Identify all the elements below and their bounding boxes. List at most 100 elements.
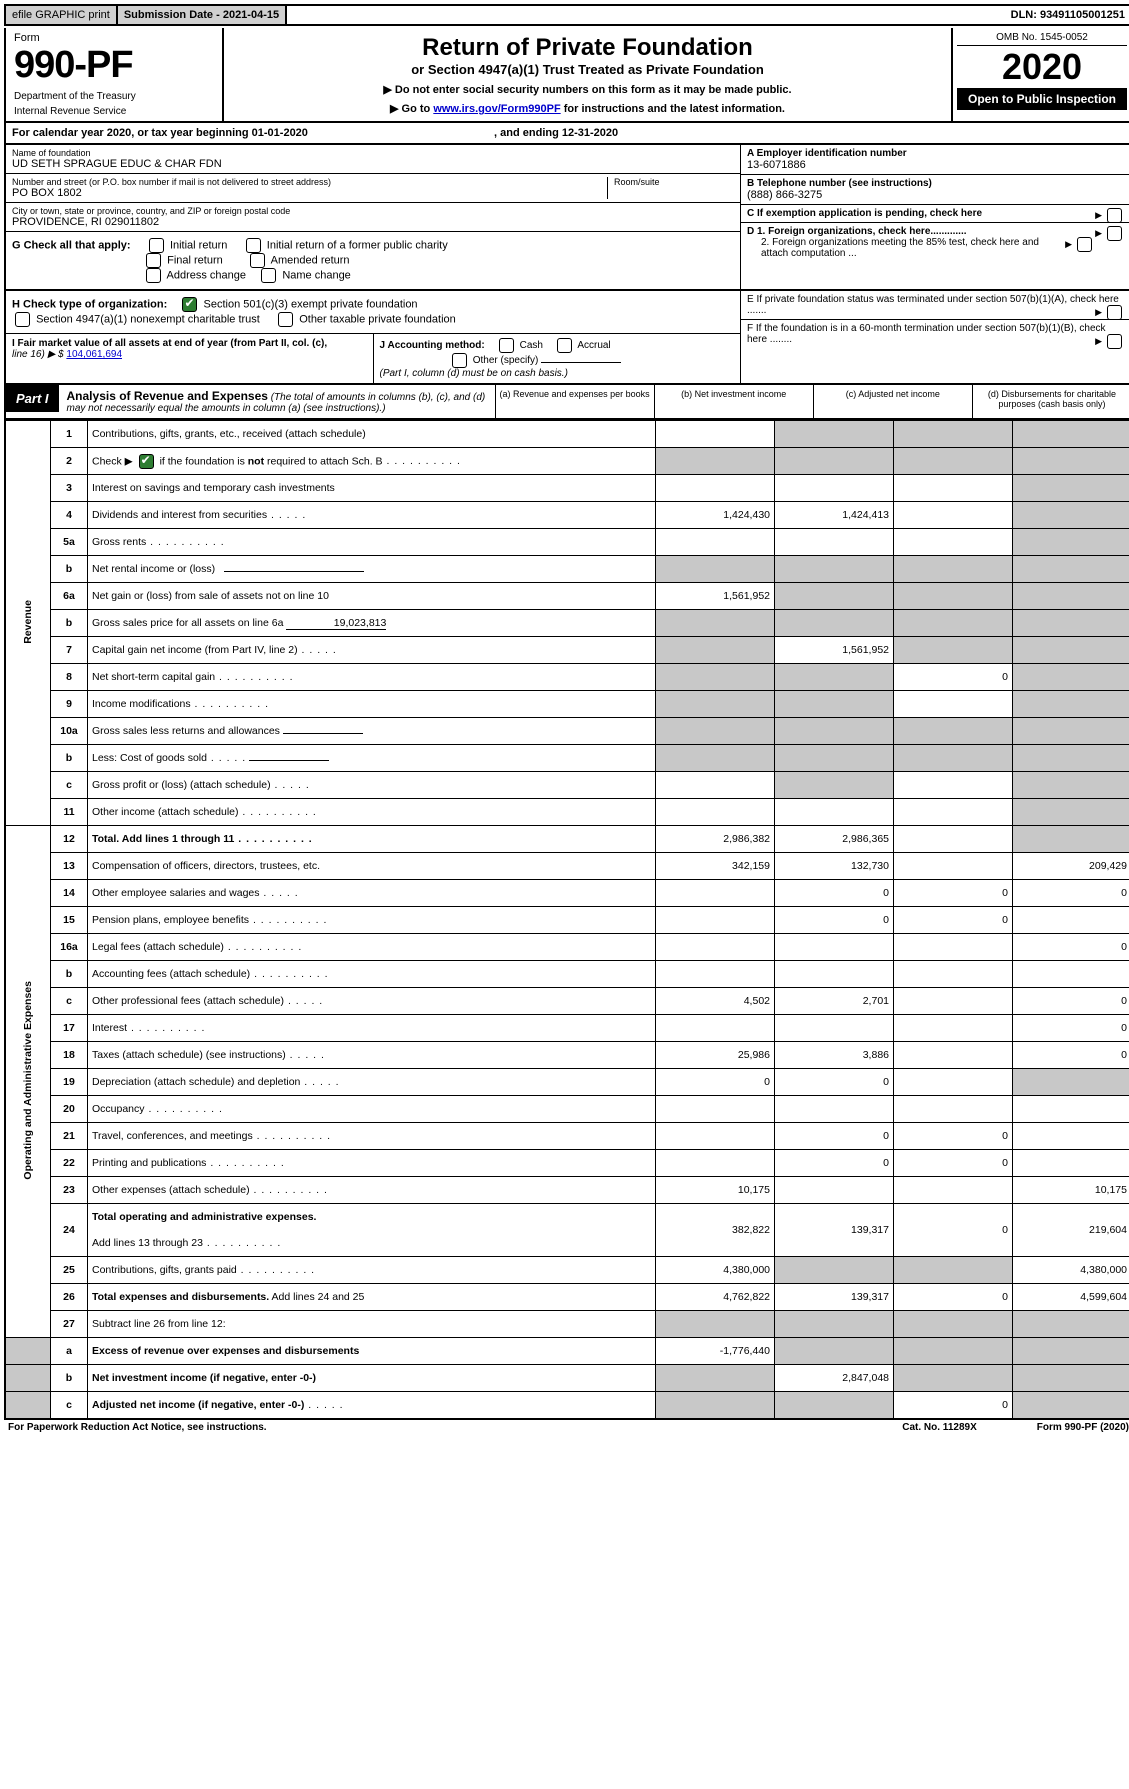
l13a: 342,159 <box>656 853 775 880</box>
l24c: 0 <box>894 1204 1013 1257</box>
initial-return-label: Initial return <box>170 239 227 251</box>
l19a: 0 <box>656 1069 775 1096</box>
room-label: Room/suite <box>614 177 660 187</box>
line16b-desc: Accounting fees (attach schedule) <box>88 961 656 988</box>
l26b: 139,317 <box>775 1284 894 1311</box>
g-label: G Check all that apply: <box>12 239 131 251</box>
l16cb: 2,701 <box>775 988 894 1015</box>
checkbox-initial-return[interactable] <box>149 238 164 253</box>
fmv-value[interactable]: 104,061,694 <box>66 349 122 360</box>
checkbox-address-change[interactable] <box>146 268 161 283</box>
addr-change-label: Address change <box>167 269 247 281</box>
l15c: 0 <box>894 907 1013 934</box>
line13-desc: Compensation of officers, directors, tru… <box>88 853 656 880</box>
checkbox-accrual[interactable] <box>557 338 572 353</box>
line12-desc: Total. Add lines 1 through 11 <box>88 826 656 853</box>
line10a-desc: Gross sales less returns and allowances <box>88 718 656 745</box>
l6b-val: 19,023,813 <box>334 617 387 629</box>
line8-desc: Net short-term capital gain <box>88 664 656 691</box>
l17d: 0 <box>1013 1015 1129 1042</box>
checkbox-4947[interactable] <box>15 312 30 327</box>
form-title: Return of Private Foundation <box>234 34 941 62</box>
line10c-desc: Gross profit or (loss) (attach schedule) <box>88 772 656 799</box>
part1-label: Part I <box>6 385 59 412</box>
l21b: 0 <box>775 1123 894 1150</box>
dln-number: DLN: 93491105001251 <box>1005 6 1129 24</box>
checkbox-exemption-pending[interactable] <box>1107 208 1122 223</box>
i-line-label: line 16) ▶ $ <box>12 349 64 360</box>
line27a-desc: Excess of revenue over expenses and disb… <box>88 1338 656 1365</box>
f-label: F If the foundation is in a 60-month ter… <box>747 323 1106 345</box>
final-return-label: Final return <box>167 254 223 266</box>
form-note-link: ▶ Go to www.irs.gov/Form990PF for instru… <box>234 102 941 115</box>
calendar-year-row: For calendar year 2020, or tax year begi… <box>4 123 1129 145</box>
col-c-header: (c) Adjusted net income <box>813 385 972 418</box>
cal-year-begin: For calendar year 2020, or tax year begi… <box>12 127 308 139</box>
j-cash-label: Cash <box>520 340 543 351</box>
l18d: 0 <box>1013 1042 1129 1069</box>
l26c: 0 <box>894 1284 1013 1311</box>
h-i-j-block: H Check type of organization: Section 50… <box>4 291 1129 385</box>
phone-value: (888) 866-3275 <box>747 189 822 201</box>
checkbox-final-return[interactable] <box>146 253 161 268</box>
c-exemption-label: C If exemption application is pending, c… <box>747 208 982 219</box>
checkbox-other-taxable[interactable] <box>278 312 293 327</box>
city-value: PROVIDENCE, RI 029011802 <box>12 216 734 228</box>
tax-year: 2020 <box>957 46 1127 88</box>
irs-link[interactable]: www.irs.gov/Form990PF <box>433 103 560 115</box>
checkbox-other-method[interactable] <box>452 353 467 368</box>
l21c: 0 <box>894 1123 1013 1150</box>
l23d: 10,175 <box>1013 1177 1129 1204</box>
checkbox-foreign-org[interactable] <box>1107 226 1122 241</box>
line3-desc: Interest on savings and temporary cash i… <box>88 475 656 502</box>
line11-desc: Other income (attach schedule) <box>88 799 656 826</box>
l12b: 2,986,365 <box>775 826 894 853</box>
dept-treasury: Department of the Treasury <box>14 91 214 102</box>
line16c-desc: Other professional fees (attach schedule… <box>88 988 656 1015</box>
checkbox-initial-former[interactable] <box>246 238 261 253</box>
l22b: 0 <box>775 1150 894 1177</box>
submission-date: Submission Date - 2021-04-15 <box>118 6 287 24</box>
checkbox-status-terminated[interactable] <box>1107 305 1122 320</box>
part1-table: Revenue 1 Contributions, gifts, grants, … <box>4 420 1129 1420</box>
checkbox-60month[interactable] <box>1107 334 1122 349</box>
irs-label: Internal Revenue Service <box>14 106 214 117</box>
l18b: 3,886 <box>775 1042 894 1069</box>
l25d: 4,380,000 <box>1013 1257 1129 1284</box>
line26-desc: Total expenses and disbursements. Add li… <box>88 1284 656 1311</box>
form-number: 990-PF <box>14 44 214 87</box>
checkbox-cash[interactable] <box>499 338 514 353</box>
l27a-a: -1,776,440 <box>656 1338 775 1365</box>
d2-label: 2. Foreign organizations meeting the 85%… <box>747 237 1061 259</box>
checkbox-501c3[interactable] <box>182 297 197 312</box>
city-label: City or town, state or province, country… <box>12 206 734 216</box>
l4b: 1,424,413 <box>775 502 894 529</box>
l16ad: 0 <box>1013 934 1129 961</box>
l23a: 10,175 <box>656 1177 775 1204</box>
checkbox-sch-b[interactable] <box>139 454 154 469</box>
line18-desc: Taxes (attach schedule) (see instruction… <box>88 1042 656 1069</box>
cal-year-end: , and ending 12-31-2020 <box>494 127 618 139</box>
note-post: for instructions and the latest informat… <box>561 103 785 115</box>
line5a-desc: Gross rents <box>88 529 656 556</box>
ein-value: 13-6071886 <box>747 159 806 171</box>
j-label: J Accounting method: <box>380 340 485 351</box>
col-a-header: (a) Revenue and expenses per books <box>495 385 654 418</box>
h-4947-label: Section 4947(a)(1) nonexempt charitable … <box>36 313 260 325</box>
line4-desc: Dividends and interest from securities <box>88 502 656 529</box>
address-label: Number and street (or P.O. box number if… <box>12 177 607 187</box>
checkbox-name-change[interactable] <box>261 268 276 283</box>
line6a-desc: Net gain or (loss) from sale of assets n… <box>88 583 656 610</box>
line21-desc: Travel, conferences, and meetings <box>88 1123 656 1150</box>
form-subtitle: or Section 4947(a)(1) Trust Treated as P… <box>234 62 941 77</box>
l26d: 4,599,604 <box>1013 1284 1129 1311</box>
line19-desc: Depreciation (attach schedule) and deple… <box>88 1069 656 1096</box>
checkbox-85pct[interactable] <box>1077 237 1092 252</box>
efile-print-button[interactable]: efile GRAPHIC print <box>6 6 118 24</box>
omb-number: OMB No. 1545-0052 <box>957 32 1127 46</box>
l15b: 0 <box>775 907 894 934</box>
l14b: 0 <box>775 880 894 907</box>
line15-desc: Pension plans, employee benefits <box>88 907 656 934</box>
l27c-c: 0 <box>894 1392 1013 1420</box>
checkbox-amended[interactable] <box>250 253 265 268</box>
